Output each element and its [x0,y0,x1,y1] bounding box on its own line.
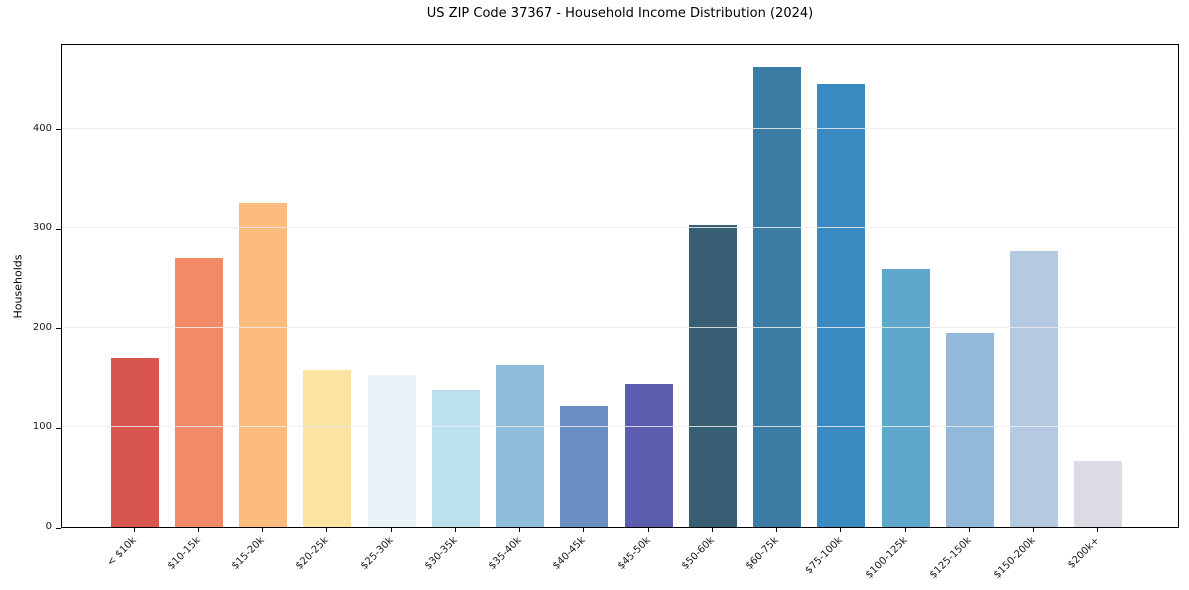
bar-$200k+ [1074,461,1123,527]
gridline-200 [62,326,1178,328]
x-tick-mark-$45-50k [647,528,649,532]
x-tick-mark-$75-100k [840,528,842,532]
bar-$30-35k [431,389,480,527]
chart-title: US ZIP Code 37367 - Household Income Dis… [426,6,814,21]
y-tick-mark-200 [56,328,61,330]
bar-$50-60k [688,225,737,527]
bar-$100-125k [881,269,930,527]
bar-$45-50k [624,383,673,527]
x-tick-label-$35-40k: $35-40k [486,535,524,572]
y-tick-label-400: 400 [32,122,52,134]
x-tick-label-$10-15k: $10-15k [165,535,203,572]
x-tick-mark-$60-75k [776,528,777,532]
x-tick-label-$50-60k: $50-60k [679,535,717,572]
x-tick-mark-$40-45k [583,528,585,532]
x-tick-label-$200k+: $200k+ [1066,535,1103,571]
x-tick-mark-$125-150k [968,528,970,532]
x-tick-mark-$25-30k [390,528,392,532]
y-tick-label-300: 300 [32,222,52,234]
bar-$35-40k [496,364,544,527]
x-tick-mark-< $10k [133,528,135,532]
x-tick-mark-$20-25k [326,528,328,532]
bar-$125-150k [945,332,994,527]
x-tick-label-$45-50k: $45-50k [615,535,653,572]
x-tick-label-$20-25k: $20-25k [294,535,332,572]
bar-$60-75k [753,66,801,527]
y-tick-mark-0 [56,527,61,529]
bar-$40-45k [560,405,609,527]
x-tick-mark-$100-125k [904,528,906,532]
bar-$25-30k [367,374,416,527]
bar-$15-20k [239,203,287,527]
x-tick-label-< $10k: < $10k [104,535,139,569]
y-tick-label-200: 200 [32,321,52,333]
plot-area [61,44,1179,528]
x-tick-label-$15-20k: $15-20k [229,535,267,572]
bar-$20-25k [303,369,352,527]
x-tick-mark-$150-200k [1033,528,1034,532]
x-tick-label-$150-200k: $150-200k [991,535,1038,581]
x-tick-mark-$10-15k [197,528,199,532]
bar-$10-15k [174,258,223,527]
y-tick-mark-300 [56,228,61,230]
bar-$75-100k [817,83,866,527]
y-tick-label-100: 100 [32,421,52,433]
x-tick-label-$100-125k: $100-125k [863,535,910,581]
gridline-400 [62,127,1178,129]
gridline-100 [62,426,1178,428]
x-tick-label-$125-150k: $125-150k [927,535,974,581]
x-tick-label-$75-100k: $75-100k [803,535,846,577]
x-tick-mark-$30-35k [454,528,456,532]
gridline-300 [62,227,1178,229]
x-tick-label-$40-45k: $40-45k [551,535,589,572]
x-tick-mark-$35-40k [519,528,520,532]
y-tick-mark-400 [56,129,61,131]
y-tick-label-0: 0 [45,521,52,532]
x-tick-label-$30-35k: $30-35k [422,535,460,572]
bar-< $10k [110,357,159,527]
x-tick-mark-$15-20k [262,528,263,532]
x-tick-label-$60-75k: $60-75k [743,535,781,572]
y-tick-mark-100 [56,427,61,429]
x-tick-label-$25-30k: $25-30k [358,535,396,572]
x-tick-mark-$200k+ [1097,528,1099,532]
x-tick-mark-$50-60k [711,528,713,532]
bar-$150-200k [1010,251,1058,527]
